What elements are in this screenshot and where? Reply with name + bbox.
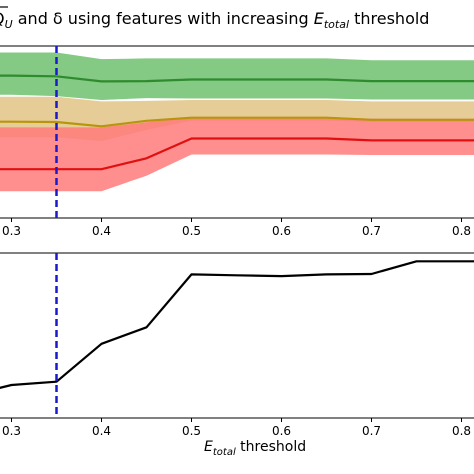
x-tick-label: 0.4 [92, 424, 111, 438]
title-prefix-sub: U [5, 18, 13, 31]
title-var-sub: total [324, 18, 349, 31]
x-tick-label: 0.7 [362, 224, 381, 238]
x-tick-label: 0.6 [272, 424, 291, 438]
title-var: E [314, 9, 325, 28]
band-red [0, 117, 474, 192]
x-tick-label: 0.3 [2, 224, 21, 238]
xlabel-var: E [204, 439, 213, 455]
x-tick-label: 0.8 [452, 424, 471, 438]
x-tick-label: 0.5 [182, 424, 201, 438]
title-middle: and δ using features with increasing [13, 9, 314, 28]
top-panel-frame [0, 45, 474, 219]
top-panel: 0.3 0.4 0.5 0.6 0.7 0.8 [0, 45, 474, 238]
bottom-panel: 0.3 0.4 0.5 0.6 0.7 0.8 [0, 252, 474, 438]
top-bands [0, 52, 474, 192]
chart-title: QU and δ using features with increasing … [0, 9, 429, 31]
top-lines [0, 46, 474, 218]
bottom-lines [0, 253, 474, 418]
x-axis-label: Etotal threshold [204, 439, 306, 458]
bottom-panel-frame [0, 252, 474, 419]
band-green [0, 52, 474, 100]
x-tick-label: 0.8 [452, 224, 471, 238]
title-prefix: Q [0, 9, 5, 28]
x-tick-label: 0.5 [182, 224, 201, 238]
bottom-x-ticks: 0.3 0.4 0.5 0.6 0.7 0.8 [2, 418, 471, 438]
xlabel-suffix: threshold [236, 439, 306, 455]
x-tick-label: 0.6 [272, 224, 291, 238]
top-x-ticks: 0.3 0.4 0.5 0.6 0.7 0.8 [2, 218, 471, 238]
series-line-green [0, 74, 474, 83]
x-tick-label: 0.7 [362, 424, 381, 438]
xlabel-var-sub: total [213, 447, 236, 458]
title-suffix: threshold [349, 9, 429, 28]
series-line-olive [0, 116, 474, 128]
x-tick-label: 0.4 [92, 224, 111, 238]
x-tick-label: 0.3 [2, 424, 21, 438]
series-line-black [0, 260, 474, 389]
